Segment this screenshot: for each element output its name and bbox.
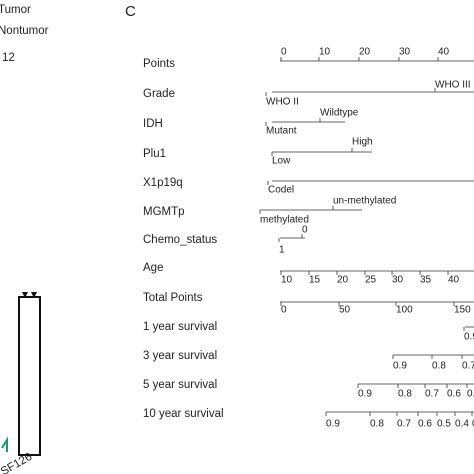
scale-label: 0.5 [467,389,474,400]
scale-label: 0.7 [425,389,439,400]
scale-label: 100 [396,305,413,316]
scale-label: 0.9 [358,389,372,400]
scale-label: 0 [281,47,287,58]
arrow [1,436,8,452]
legend-entry: Tumor [0,4,31,16]
scale-label: Codel [268,185,294,196]
row-label: 10 year survival [143,408,224,420]
row-label: IDH [143,118,163,130]
scale-label: methylated [260,215,309,226]
bar [18,296,41,456]
scale-label: 25 [365,275,377,286]
scale-label: 30 [399,47,411,58]
scale-label: High [352,137,373,148]
scale-label: 0.8 [370,419,384,430]
scale-label: 40 [448,275,460,286]
row-label: Chemo_status [143,234,217,246]
row-label: Total Points [143,292,203,304]
scale-label: 20 [359,47,371,58]
scale-label: 50 [339,305,351,316]
scale-label: 35 [420,275,432,286]
scale-label: Low [272,156,291,167]
scale-label: 15 [309,275,321,286]
legend-entry: Nontumor [0,25,49,37]
scale-label: 0.5 [437,419,451,430]
scale-label: Wildtype [320,108,359,119]
row-label: Age [143,262,163,274]
row-label: Plu1 [143,148,166,160]
scale-label: un-methylated [333,196,396,207]
panel-label: C [125,3,136,20]
row-label: Points [143,58,175,70]
scale-label: 0.3 [472,419,474,430]
row-label: MGMTp [143,206,185,218]
scale-label: WHO II [266,97,299,108]
scale-label: 40 [438,47,450,58]
scale-label: 0.8 [432,361,446,372]
scale-label: 0.7 [397,419,411,430]
row-label: Grade [143,88,175,100]
scale-label: 0.4 [455,419,469,430]
row-label: 1 year survival [143,321,217,333]
row-label: 5 year survival [143,379,217,391]
scale-label: WHO III [435,80,471,91]
scale-label: 20 [337,275,349,286]
category-label: SF126 [0,451,34,474]
scale-label: 0.8 [398,389,412,400]
scale-label: 150 [454,305,471,316]
scale-label: 0.6 [418,419,432,430]
markers [22,292,37,298]
scale-label: 10 [319,47,331,58]
scale-label: 0 [302,225,308,236]
scale-label: 0.9 [464,332,474,343]
scale-label: 0 [281,305,287,316]
scale-label: Mutant [266,126,297,137]
scale-label: 0.7 [462,361,474,372]
note: 12 [2,52,15,64]
scale-label: 30 [392,275,404,286]
scale-label: 1 [279,245,285,256]
row-label: 3 year survival [143,350,217,362]
scale-label: 0.9 [393,361,407,372]
scale-label: 10 [281,275,293,286]
row-label: X1p19q [143,177,183,189]
scale-label: 0.9 [326,419,340,430]
scale-label: 0.6 [447,389,461,400]
